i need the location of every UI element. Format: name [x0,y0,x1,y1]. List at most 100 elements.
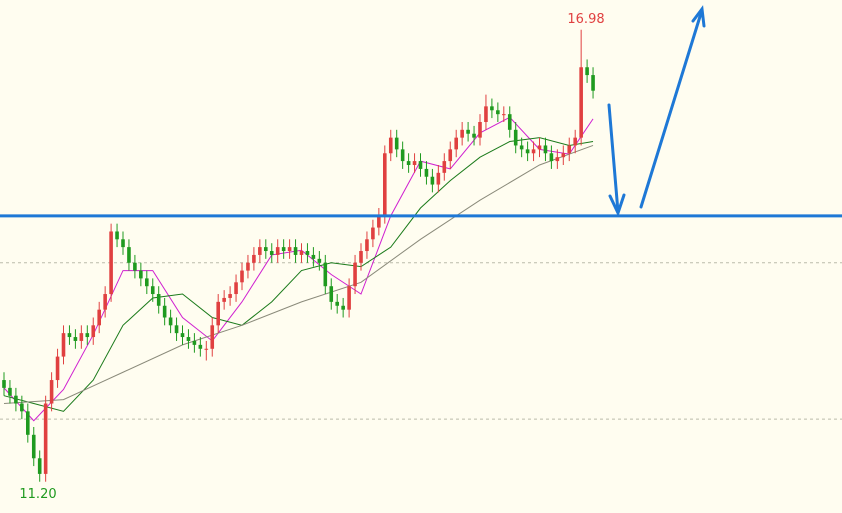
candle-body [323,262,328,287]
candle-body [353,262,357,287]
candle-body [252,254,256,263]
candle-body [436,172,441,185]
candle-body [371,227,375,240]
candle-body [162,305,167,318]
candle-body [329,286,334,302]
candle-body [192,340,197,345]
candle-body [311,254,316,259]
candle-body [67,333,72,338]
candle-body [573,137,577,146]
candle-body [20,403,24,412]
candle-body [579,67,583,138]
candle-body [531,149,536,154]
candle-body [585,67,589,76]
moving-average [3,144,594,405]
candle-body [97,309,101,326]
candle-body [240,270,244,283]
plot [0,29,842,482]
candle-body [246,262,250,271]
candle-body [275,247,280,255]
candle-body [91,325,96,338]
candle-body [466,129,470,134]
candle-body [490,106,494,111]
candle-body [400,149,405,162]
candle-body [478,121,482,138]
candle-body [519,145,524,150]
candle-body [388,137,393,154]
candle-body [61,333,66,357]
candle-body [448,149,453,162]
down-arrow [607,103,620,214]
candle-body [156,294,161,306]
candle-body [317,258,322,263]
candle-body [121,239,125,248]
candle-body [484,106,488,122]
candle-body [591,75,595,91]
candle-body [55,356,60,381]
candle-body [264,247,268,252]
candle-body [14,395,18,404]
candle-body [335,301,339,306]
candle-body [37,458,42,474]
down-arrow-head [608,193,626,218]
candle-body [174,325,179,334]
candle-body [8,387,12,396]
candle-body [73,337,78,341]
candle-body [537,145,542,150]
candle-body [228,294,232,298]
candle-body [216,301,220,326]
candle-body [567,145,572,154]
candle-body [394,137,399,150]
up-arrow [639,8,704,209]
candle-body [133,262,137,271]
candle-body [460,129,464,138]
candle-body [145,278,149,287]
arrows [607,5,706,218]
candle-body [496,110,500,115]
candle-body [49,380,54,404]
candle-body [418,161,423,169]
candle-body [412,161,417,166]
candle-body [150,286,155,295]
candle-body [424,168,429,177]
candle-body [406,161,411,166]
candle-body [287,247,292,252]
candle-body [180,333,185,338]
candle-body [347,286,351,310]
candle-body [31,434,36,459]
candle-body [377,215,381,228]
candle-body [561,153,566,158]
up-arrow-head [691,5,706,28]
candle-body [204,348,209,350]
candle-body [222,297,226,302]
candle-body [26,411,30,435]
candle-body [281,247,286,252]
candle-body [305,251,310,255]
candle-body [472,133,476,138]
candle-body [293,247,298,255]
candle-body [365,239,369,252]
candle-body [549,153,554,162]
candle-body [383,153,387,216]
moving-average [3,137,594,412]
candle-body [525,149,530,154]
candle-body [442,161,447,173]
candle-body [502,114,506,116]
candle-body [359,251,363,263]
candle-body [43,403,48,474]
candle-body [127,247,131,263]
low-label: 11.20 [19,487,56,502]
candle-body [269,251,274,255]
candle-body [109,231,113,295]
candle-body [210,325,215,349]
candle-body [186,337,191,341]
candle-body [168,317,173,326]
candle-body [2,380,6,388]
high-label: 16.98 [567,12,604,27]
candle-body [513,129,518,146]
candle-body [258,247,262,255]
candle-body [234,282,238,295]
candle-body [341,305,345,310]
